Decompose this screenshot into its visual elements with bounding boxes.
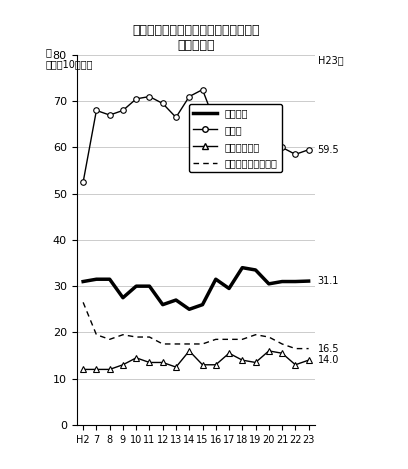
Text: 59.5: 59.5 — [318, 145, 339, 155]
Text: 14.0: 14.0 — [318, 355, 339, 365]
Text: 31.1: 31.1 — [318, 276, 339, 286]
Legend: 脳内出血, 脳梗塞, くも膜下出血, その他の脳血管疾患: 脳内出血, 脳梗塞, くも膜下出血, その他の脳血管疾患 — [189, 104, 282, 173]
Text: 率
（人口10万対）: 率 （人口10万対） — [45, 47, 93, 69]
Title: 脳血管疾患の種類別死亡率の年次推移
（熊本県）: 脳血管疾患の種類別死亡率の年次推移 （熊本県） — [132, 24, 259, 53]
Text: H23年: H23年 — [318, 55, 343, 65]
Text: 16.5: 16.5 — [318, 344, 339, 354]
